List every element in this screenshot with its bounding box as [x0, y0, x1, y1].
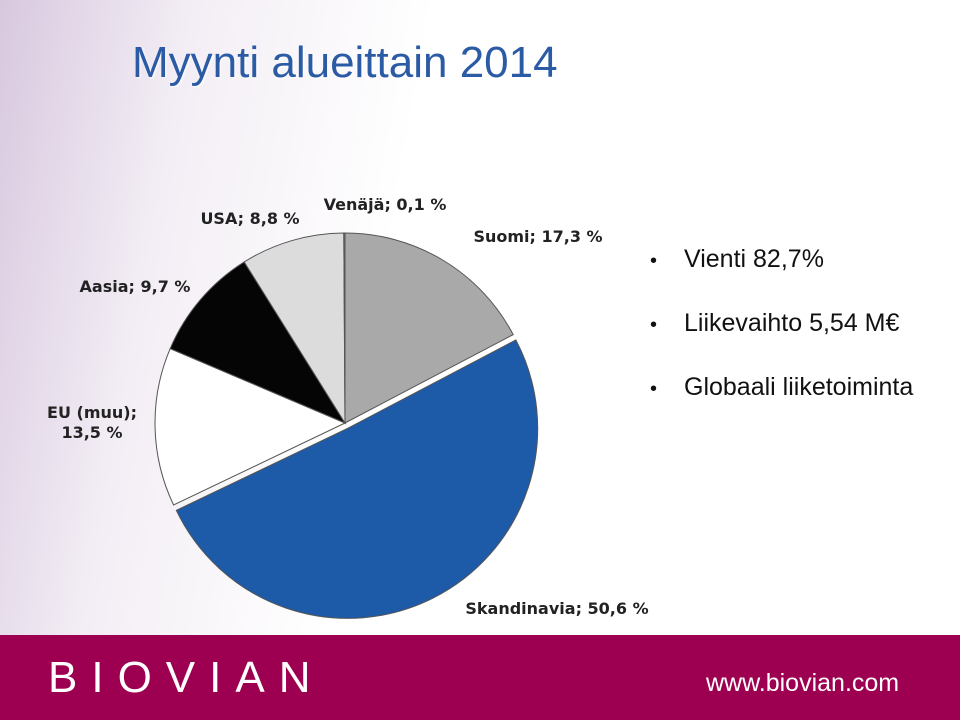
slide-title: Myynti alueittain 2014	[132, 38, 558, 87]
pie-slice	[175, 339, 539, 619]
pie-slice	[169, 261, 347, 425]
data-label: EU (muu); 13,5 %	[47, 403, 137, 442]
brand: BIOVIAN	[48, 653, 325, 702]
label-line: Suomi; 17,3 %	[473, 227, 602, 246]
data-label: Aasia; 9,7 %	[80, 277, 191, 296]
bullet: Liikevaihto 5,54 M€	[650, 309, 913, 338]
data-label: Suomi; 17,3 %	[473, 227, 602, 246]
data-label: Skandinavia; 50,6 %	[465, 599, 648, 618]
pie-slice	[344, 232, 514, 424]
pie-slice	[343, 232, 346, 424]
bullet-list: Vienti 82,7% Liikevaihto 5,54 M€ Globaal…	[650, 245, 913, 437]
label-line: Skandinavia; 50,6 %	[465, 599, 648, 618]
label-line: EU (muu);	[47, 403, 137, 422]
pie-slice	[154, 347, 347, 506]
label-line: Aasia; 9,7 %	[80, 277, 191, 296]
footer: BIOVIAN www.biovian.com	[0, 635, 960, 720]
label-line: USA; 8,8 %	[200, 209, 299, 228]
chart: Suomi; 17,3 % Skandinavia; 50,6 % EU (muu)…	[47, 195, 649, 619]
label-line: Venäjä; 0,1 %	[324, 195, 447, 214]
bullet: Vienti 82,7%	[650, 245, 913, 274]
url: www.biovian.com	[706, 669, 900, 697]
label-line: 13,5 %	[61, 423, 122, 442]
bullet: Globaali liiketoiminta	[650, 373, 913, 402]
pie-slice	[243, 232, 346, 425]
data-label: USA; 8,8 %	[200, 209, 299, 228]
data-label: Venäjä; 0,1 %	[324, 195, 447, 214]
